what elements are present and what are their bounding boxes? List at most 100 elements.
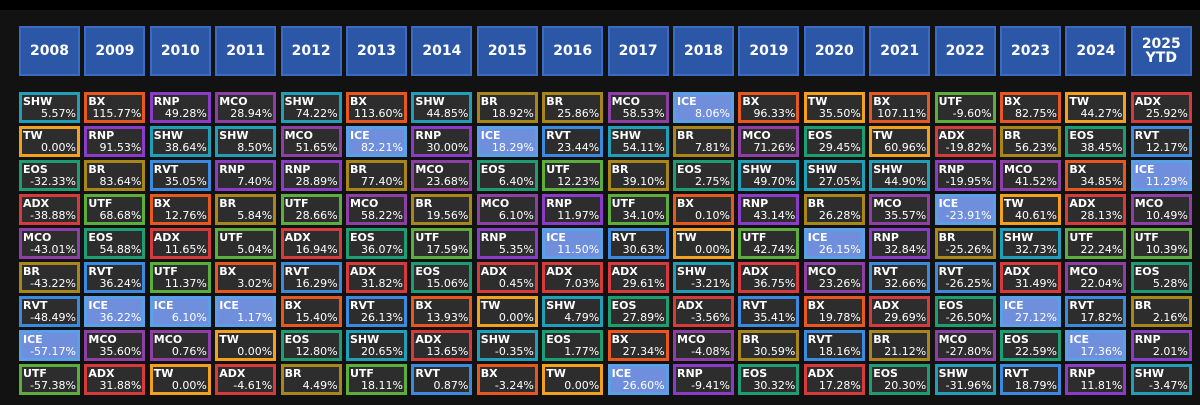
return-value: -43.22% xyxy=(30,277,76,290)
ticker-label: BR xyxy=(284,367,302,380)
ticker-label: ICE xyxy=(88,299,109,312)
cell-17-7: RNP 2.01% xyxy=(1130,330,1192,361)
ticker-label: SHW xyxy=(807,163,838,176)
return-value: 13.65% xyxy=(426,345,469,358)
return-value: 71.26% xyxy=(753,141,796,154)
return-value: 0.00% xyxy=(237,345,273,358)
return-value: 12.17% xyxy=(1145,141,1188,154)
cell-3-8: ADX -4.61% xyxy=(215,364,277,395)
ticker-label: RVT xyxy=(415,367,440,380)
return-value: 17.82% xyxy=(1080,311,1123,324)
return-value: 27.05% xyxy=(818,175,861,188)
ticker-label: BR xyxy=(1004,129,1021,142)
return-value: 49.28% xyxy=(164,107,207,120)
ticker-label: ICE xyxy=(677,95,697,108)
ticker-label: EOS xyxy=(480,163,506,176)
cell-16-4: UTF 22.24% xyxy=(1065,228,1127,259)
ticker-label: ADX xyxy=(88,367,115,380)
return-value: 1.17% xyxy=(237,311,273,324)
return-value: 28.66% xyxy=(295,209,338,222)
ticker-label: SHW xyxy=(153,129,184,142)
return-value: 22.59% xyxy=(1015,345,1057,358)
cell-10-1: BR 7.81% xyxy=(673,126,734,157)
return-value: 30.63% xyxy=(622,243,665,256)
return-value: -3.47% xyxy=(1148,379,1188,392)
cell-15-6: ICE 27.12% xyxy=(1000,296,1061,327)
cell-2-6: ICE 6.10% xyxy=(149,296,211,327)
return-value: 41.52% xyxy=(1015,175,1057,188)
return-value: -0.35% xyxy=(494,345,534,358)
ticker-label: RNP xyxy=(415,129,442,142)
year-header-5: 2013 xyxy=(346,26,407,76)
ticker-label: UTF xyxy=(611,197,636,210)
ticker-label: SHW xyxy=(350,333,380,346)
cell-11-7: BR 30.59% xyxy=(738,330,800,361)
ticker-label: RNP xyxy=(219,163,245,176)
cell-7-7: SHW -0.35% xyxy=(476,330,538,361)
cell-10-3: BX 0.10% xyxy=(673,194,734,225)
return-value: 11.29% xyxy=(1145,175,1188,188)
return-value: 44.27% xyxy=(1080,107,1123,120)
return-value: 0.10% xyxy=(695,209,730,222)
return-value: 32.84% xyxy=(884,243,927,256)
cell-10-7: MCO -4.08% xyxy=(673,330,734,361)
return-value: 18.29% xyxy=(491,141,534,154)
cell-12-4: ICE 26.15% xyxy=(803,228,865,259)
return-value: 58.22% xyxy=(361,209,403,222)
return-value: 10.39% xyxy=(1145,243,1188,256)
return-value: 29.45% xyxy=(818,141,861,154)
cell-6-1: RNP 30.00% xyxy=(411,126,473,157)
ticker-label: UTF xyxy=(415,231,440,244)
cell-3-2: RNP 7.40% xyxy=(215,160,277,191)
return-value: 32.66% xyxy=(884,277,927,290)
ticker-label: TW xyxy=(480,299,501,312)
ticker-label: MCO xyxy=(153,333,183,346)
return-value: -26.50% xyxy=(945,311,992,324)
year-header-16: 2024 xyxy=(1065,26,1127,76)
ticker-label: EOS xyxy=(1004,333,1029,346)
ticker-label: MCO xyxy=(611,95,640,108)
return-value: -26.25% xyxy=(945,277,992,290)
cell-13-4: RNP 32.84% xyxy=(869,228,931,259)
ticker-label: EOS xyxy=(23,163,48,176)
cell-15-8: RVT 18.79% xyxy=(1000,364,1061,395)
ticker-label: SHW xyxy=(284,95,314,108)
cell-6-6: BX 13.93% xyxy=(411,296,473,327)
return-value: 82.21% xyxy=(361,141,403,154)
cell-2-1: SHW 38.64% xyxy=(149,126,211,157)
ticker-label: BR xyxy=(807,197,825,210)
return-value: 11.97% xyxy=(557,209,600,222)
cell-7-6: TW 0.00% xyxy=(476,296,538,327)
ticker-label: ADX xyxy=(284,231,311,244)
cell-7-1: ICE 18.29% xyxy=(476,126,538,157)
cell-2-2: RVT 35.05% xyxy=(149,160,211,191)
return-value: -32.33% xyxy=(30,175,76,188)
return-value: -4.61% xyxy=(233,379,273,392)
return-value: 82.75% xyxy=(1015,107,1057,120)
ticker-label: MCO xyxy=(480,197,510,210)
cell-17-6: BR 2.16% xyxy=(1130,296,1192,327)
ticker-label: RNP xyxy=(873,231,899,244)
cell-17-4: UTF 10.39% xyxy=(1130,228,1192,259)
return-value: 1.77% xyxy=(564,345,600,358)
cell-9-0: MCO 58.53% xyxy=(607,92,669,123)
return-value: 18.11% xyxy=(361,379,403,392)
return-value: 17.59% xyxy=(426,243,469,256)
ticker-label: SHW xyxy=(1134,367,1165,380)
cell-5-8: UTF 18.11% xyxy=(346,364,407,395)
return-value: 74.22% xyxy=(295,107,338,120)
cell-5-4: EOS 36.07% xyxy=(346,228,407,259)
return-value: 27.89% xyxy=(622,311,665,324)
return-value: 23.44% xyxy=(557,141,600,154)
ticker-label: RNP xyxy=(1134,333,1161,346)
return-value: 0.76% xyxy=(171,345,207,358)
ticker-label: ICE xyxy=(938,197,959,210)
return-value: -3.24% xyxy=(494,379,534,392)
return-value: -57.38% xyxy=(30,379,76,392)
cell-11-8: EOS 30.32% xyxy=(738,364,800,395)
return-value: 17.36% xyxy=(1080,345,1123,358)
cell-0-8: UTF -57.38% xyxy=(19,364,80,395)
ticker-label: MCO xyxy=(1134,197,1164,210)
cell-16-1: EOS 38.45% xyxy=(1065,126,1127,157)
